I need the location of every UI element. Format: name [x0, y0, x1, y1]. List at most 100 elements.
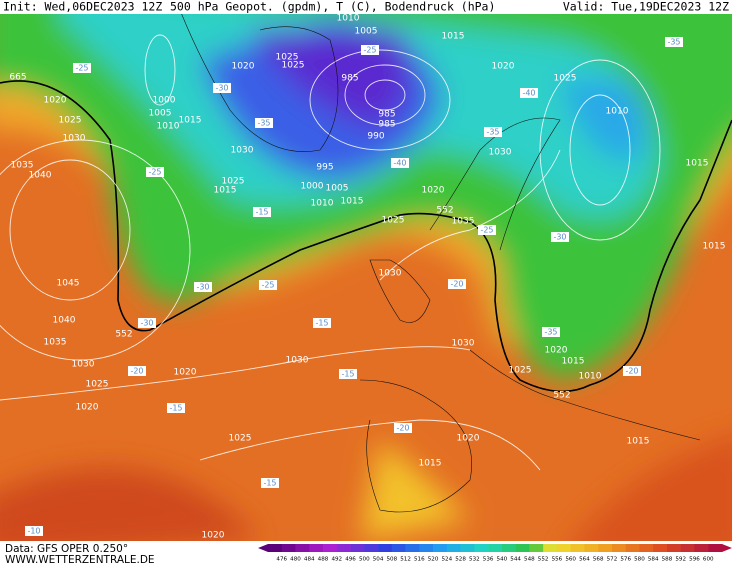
pressure-label: 1000 — [153, 96, 176, 106]
colorbar-label: 484 — [304, 557, 315, 563]
colorbar-label: 560 — [565, 557, 576, 563]
pressure-label: 1035 — [11, 161, 34, 171]
pressure-label: 1015 — [686, 159, 709, 169]
pressure-label: 1035 — [44, 338, 67, 348]
colorbar-cell — [680, 544, 695, 552]
colorbar-label: 564 — [579, 557, 590, 563]
pressure-label: 1025 — [229, 434, 252, 444]
temperature-label: -25 — [363, 46, 376, 55]
colorbar-cell — [653, 544, 668, 552]
colorbar-label: 600 — [703, 557, 714, 563]
colorbar-label: 520 — [428, 557, 439, 563]
colorbar-label: 572 — [607, 557, 618, 563]
colorbar-label: 544 — [510, 557, 521, 563]
temperature-label: -15 — [315, 319, 328, 328]
temperature-label: -30 — [140, 319, 153, 328]
colorbar-label: 488 — [318, 557, 329, 563]
pressure-label: 1030 — [286, 356, 309, 366]
pressure-label: 1025 — [59, 116, 82, 126]
coastlines — [181, 14, 701, 513]
temperature-label-box — [213, 83, 231, 93]
colorbar-cell — [556, 544, 571, 552]
colorbar-label: 492 — [331, 557, 342, 563]
pressure-label: 1015 — [341, 197, 364, 207]
colorbar-cell — [501, 544, 516, 552]
pressure-label: 995 — [316, 163, 333, 173]
temperature-label: -30 — [553, 233, 566, 242]
pressure-label: 1030 — [379, 269, 402, 279]
temperature-label-box — [520, 88, 538, 98]
temperature-label: -40 — [393, 159, 406, 168]
colorbar-label: 592 — [675, 557, 686, 563]
pressure-label: 1005 — [355, 27, 378, 37]
temperature-label-box — [542, 327, 560, 337]
pressure-label: 1025 — [282, 61, 305, 71]
pressure-label: 1010 — [311, 199, 334, 209]
colorbar-cell — [625, 544, 640, 552]
website: WWW.WETTERZENTRALE.DE — [5, 554, 155, 565]
temperature-label-box — [146, 167, 164, 177]
valid-time: Valid: Tue,19DEC2023 12Z — [563, 0, 729, 14]
temperature-label-box — [255, 118, 273, 128]
temperature-label-box — [394, 423, 412, 433]
colorbar-label: 532 — [469, 557, 480, 563]
temperature-label-box — [339, 369, 357, 379]
pressure-label: 1030 — [452, 339, 475, 349]
colorbar-label: 584 — [648, 557, 659, 563]
pressure-label: 1015 — [214, 186, 237, 196]
init-time: Init: Wed,06DEC2023 12Z — [3, 0, 162, 14]
pressure-label: 1030 — [231, 146, 254, 156]
pressure-label: 1020 — [457, 434, 480, 444]
colorbar-cell — [694, 544, 709, 552]
temperature-label: -15 — [263, 479, 276, 488]
temperature-label-box — [313, 318, 331, 328]
temperature-label-box — [73, 63, 91, 73]
colorbar-cell — [474, 544, 489, 552]
colorbar-cell — [529, 544, 544, 552]
pressure-label: 1020 — [202, 531, 225, 541]
pressure-label: 1010 — [606, 107, 629, 117]
contour-label: 552 — [553, 391, 570, 401]
pressure-label: 1005 — [149, 109, 172, 119]
pressure-label: 985 — [341, 74, 358, 84]
pressure-label: 1040 — [29, 171, 52, 181]
pressure-label: 1020 — [76, 403, 99, 413]
pressure-label: 1015 — [419, 459, 442, 469]
pressure-label: 990 — [367, 132, 384, 142]
pressure-label: 1020 — [545, 346, 568, 356]
contour-label: 552 — [115, 330, 132, 340]
colorbar-cell — [708, 544, 723, 552]
colorbar-label: 580 — [634, 557, 645, 563]
pressure-label: 1020 — [44, 96, 67, 106]
colorbar-cell — [543, 544, 558, 552]
colorbar-cell — [598, 544, 613, 552]
pressure-label: 1025 — [554, 74, 577, 84]
colorbar-cell — [433, 544, 448, 552]
colorbar-cell — [364, 544, 379, 552]
colorbar-label: 504 — [373, 557, 384, 563]
temperature-label-box — [361, 45, 379, 55]
colorbar-cell — [570, 544, 585, 552]
temperature-label-box — [167, 403, 185, 413]
temperature-label: -10 — [27, 527, 40, 536]
pressure-label: 1025 — [222, 177, 245, 187]
temperature-label-box — [551, 232, 569, 242]
pressure-label: 1025 — [382, 216, 405, 226]
temperature-label-box — [138, 318, 156, 328]
temperature-label: -15 — [169, 404, 182, 413]
colorbar-cell — [611, 544, 626, 552]
temperature-label: -15 — [255, 208, 268, 217]
pressure-label: 1000 — [301, 182, 324, 192]
colorbar-arrow-right — [722, 544, 732, 552]
header-bg — [0, 0, 732, 14]
colorbar-label: 596 — [689, 557, 700, 563]
colorbar-label: 512 — [400, 557, 411, 563]
colorbar-arrow-left — [258, 544, 268, 552]
temperature-label: -15 — [341, 370, 354, 379]
contour-label: 665 — [9, 73, 26, 83]
temperature-label: -25 — [261, 281, 274, 290]
temperature-label: -35 — [257, 119, 270, 128]
colorbar-label: 552 — [538, 557, 549, 563]
